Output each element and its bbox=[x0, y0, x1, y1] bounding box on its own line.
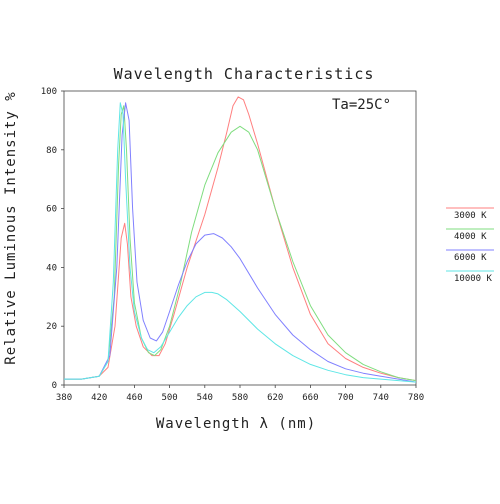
y-tick-label-20: 20 bbox=[46, 322, 57, 332]
x-tick-label-660: 660 bbox=[302, 393, 318, 403]
x-tick-label-700: 700 bbox=[337, 393, 353, 403]
x-tick-label-460: 460 bbox=[126, 393, 142, 403]
plot-layer: 380 420 460 500 540 580 620 660 700 740 780 0 20 40 60… bbox=[41, 87, 494, 403]
chart-title: Wavelength Characteristics bbox=[114, 65, 375, 83]
y-tick-label-100: 100 bbox=[41, 87, 57, 97]
x-tick-label-540: 540 bbox=[197, 393, 213, 403]
x-tick-label-500: 500 bbox=[161, 393, 177, 403]
x-axis-title: Wavelength λ (nm) bbox=[156, 416, 316, 432]
x-tick-label-580: 580 bbox=[232, 393, 248, 403]
legend-label-6000-k: 6000 K bbox=[454, 253, 487, 263]
x-tick-label-780: 780 bbox=[408, 393, 424, 403]
y-tick-label-40: 40 bbox=[46, 263, 57, 273]
series-line-6000-k bbox=[64, 102, 417, 383]
legend-label-3000-k: 3000 K bbox=[454, 211, 487, 221]
series-line-4000-k bbox=[64, 105, 417, 382]
temperature-annotation: Ta=25C° bbox=[332, 97, 391, 113]
legend-label-4000-k: 4000 K bbox=[454, 232, 487, 242]
series-line-10000-k bbox=[64, 102, 417, 383]
plot-frame bbox=[63, 90, 417, 386]
legend-label-10000-k: 10000 K bbox=[454, 274, 493, 284]
y-tick-label-80: 80 bbox=[46, 146, 57, 156]
x-tick-label-620: 620 bbox=[267, 393, 283, 403]
x-tick-label-420: 420 bbox=[91, 393, 107, 403]
y-tick-label-60: 60 bbox=[46, 205, 57, 215]
x-tick-label-380: 380 bbox=[56, 393, 72, 403]
x-tick-label-740: 740 bbox=[373, 393, 389, 403]
series-line-3000-k bbox=[64, 96, 417, 382]
y-tick-label-0: 0 bbox=[52, 381, 57, 391]
y-axis-title: Relative Luminous Intensity % bbox=[3, 91, 19, 364]
